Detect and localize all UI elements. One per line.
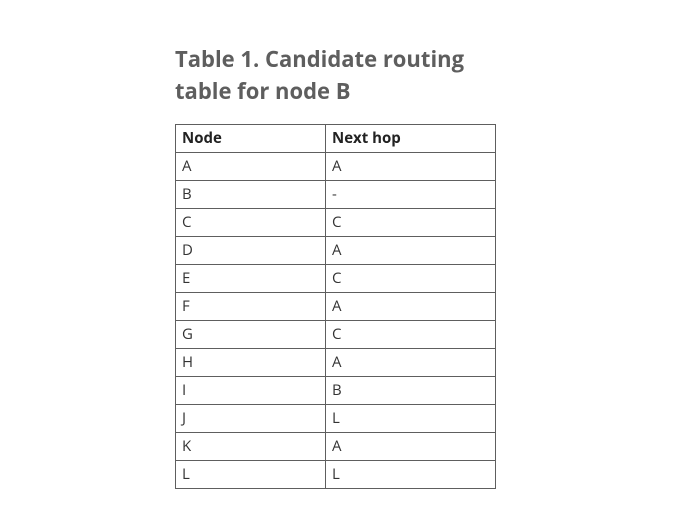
table-row: DA bbox=[176, 236, 496, 264]
cell-node: E bbox=[176, 264, 326, 292]
cell-next-hop: A bbox=[326, 432, 496, 460]
cell-next-hop: C bbox=[326, 264, 496, 292]
routing-table: Node Next hop AAB-CCDAECFAGCHAIBJLKALL bbox=[175, 124, 496, 489]
cell-next-hop: - bbox=[326, 180, 496, 208]
cell-next-hop: A bbox=[326, 348, 496, 376]
cell-next-hop: L bbox=[326, 460, 496, 488]
table-row: KA bbox=[176, 432, 496, 460]
cell-node: B bbox=[176, 180, 326, 208]
cell-node: J bbox=[176, 404, 326, 432]
cell-node: G bbox=[176, 320, 326, 348]
cell-node: F bbox=[176, 292, 326, 320]
table-row: JL bbox=[176, 404, 496, 432]
table-row: HA bbox=[176, 348, 496, 376]
table-caption: Table 1. Candidate routing table for nod… bbox=[175, 44, 515, 108]
cell-next-hop: C bbox=[326, 208, 496, 236]
cell-next-hop: A bbox=[326, 292, 496, 320]
table-body: AAB-CCDAECFAGCHAIBJLKALL bbox=[176, 152, 496, 488]
cell-node: A bbox=[176, 152, 326, 180]
table-row: AA bbox=[176, 152, 496, 180]
table-row: GC bbox=[176, 320, 496, 348]
table-row: LL bbox=[176, 460, 496, 488]
table-row: EC bbox=[176, 264, 496, 292]
table-row: B- bbox=[176, 180, 496, 208]
page-container: Table 1. Candidate routing table for nod… bbox=[0, 0, 687, 489]
cell-node: L bbox=[176, 460, 326, 488]
cell-node: K bbox=[176, 432, 326, 460]
cell-next-hop: L bbox=[326, 404, 496, 432]
table-head: Node Next hop bbox=[176, 124, 496, 152]
cell-node: D bbox=[176, 236, 326, 264]
cell-next-hop: A bbox=[326, 152, 496, 180]
table-row: IB bbox=[176, 376, 496, 404]
table-header-row: Node Next hop bbox=[176, 124, 496, 152]
header-next-hop: Next hop bbox=[326, 124, 496, 152]
cell-next-hop: B bbox=[326, 376, 496, 404]
cell-next-hop: C bbox=[326, 320, 496, 348]
cell-next-hop: A bbox=[326, 236, 496, 264]
cell-node: C bbox=[176, 208, 326, 236]
header-node: Node bbox=[176, 124, 326, 152]
table-row: FA bbox=[176, 292, 496, 320]
cell-node: H bbox=[176, 348, 326, 376]
cell-node: I bbox=[176, 376, 326, 404]
table-row: CC bbox=[176, 208, 496, 236]
